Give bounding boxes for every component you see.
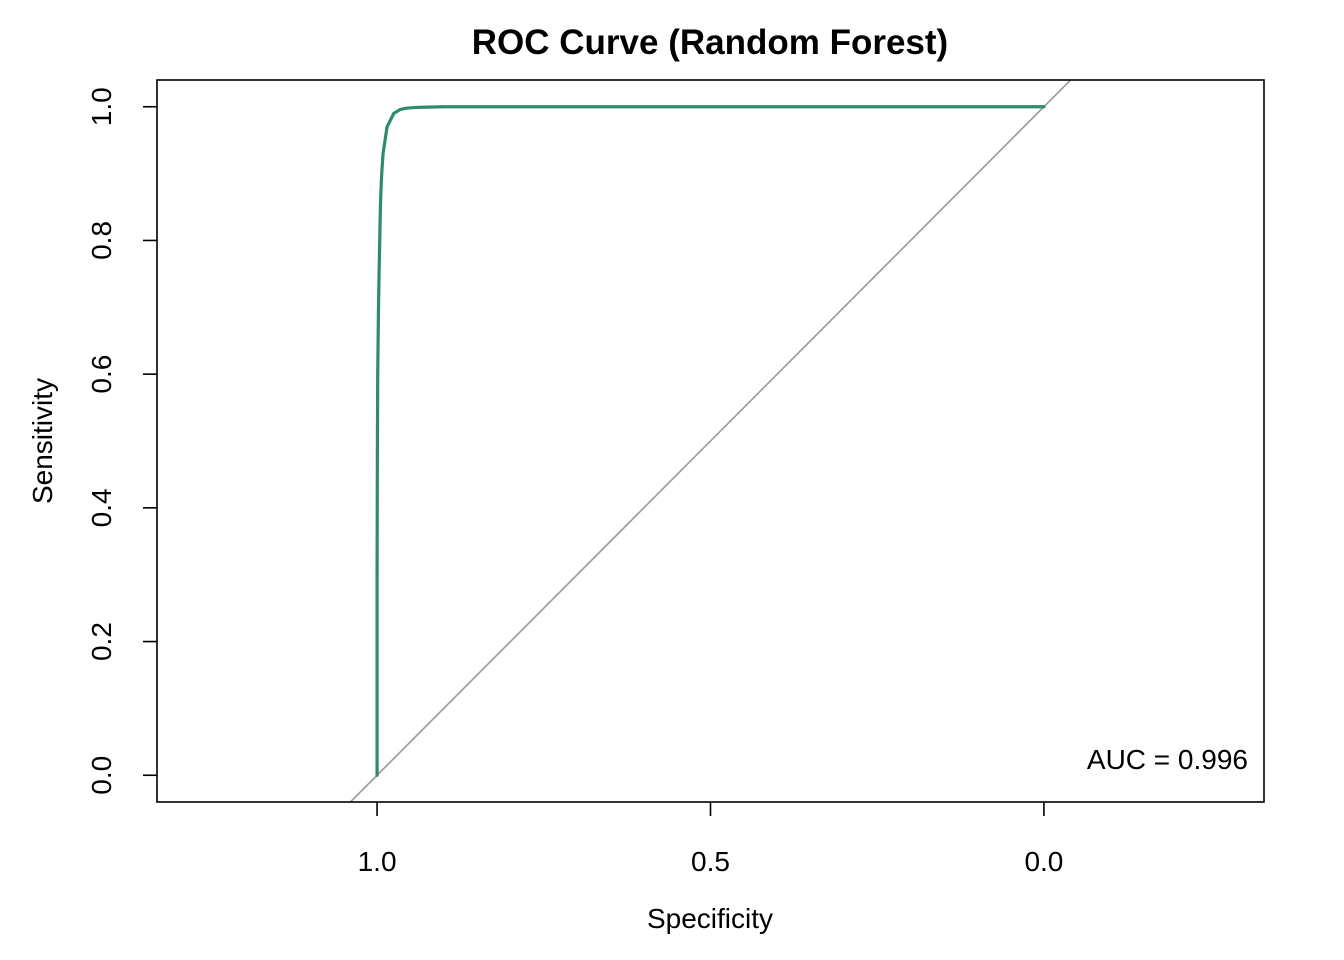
- plot-area: 1.0 0.5 0.0 0.0 0.2 0.4 0.6 0.8 1.0: [86, 79, 1265, 877]
- x-axis-label: Specificity: [647, 903, 773, 934]
- y-axis-label: Sensitivity: [27, 378, 58, 504]
- x-axis: 1.0 0.5 0.0: [358, 802, 1063, 877]
- y-tick-label: 0.6: [86, 355, 117, 394]
- x-tick-label: 0.5: [691, 846, 730, 877]
- y-tick-label: 0.8: [86, 221, 117, 260]
- reference-diagonal-line: [349, 80, 1072, 802]
- chart-title: ROC Curve (Random Forest): [472, 23, 948, 62]
- x-tick-label: 0.0: [1024, 846, 1063, 877]
- x-tick-label: 1.0: [358, 846, 397, 877]
- y-tick-label: 1.0: [86, 87, 117, 126]
- y-tick-label: 0.0: [86, 756, 117, 795]
- y-axis: 0.0 0.2 0.4 0.6 0.8 1.0: [86, 87, 157, 795]
- roc-curve-line-0: [375, 105, 1046, 777]
- auc-annotation: AUC = 0.996: [1087, 744, 1248, 775]
- y-tick-label: 0.2: [86, 622, 117, 661]
- y-tick-label: 0.4: [86, 488, 117, 527]
